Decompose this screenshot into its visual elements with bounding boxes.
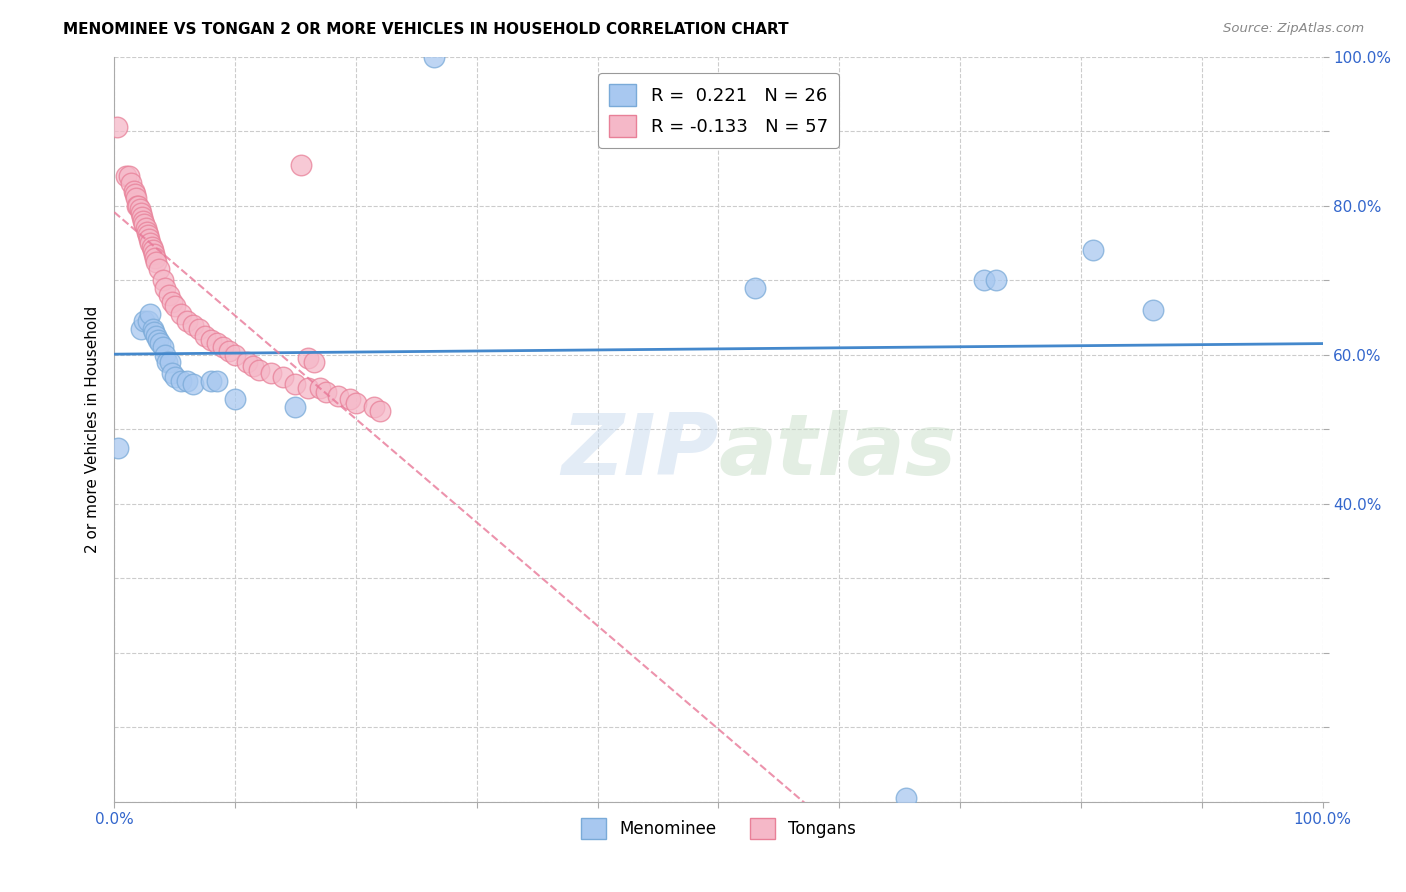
Point	[194, 329, 217, 343]
Point	[242, 359, 264, 373]
Point	[163, 299, 186, 313]
Point	[308, 381, 330, 395]
Point	[143, 326, 166, 340]
Point	[205, 336, 228, 351]
Point	[153, 280, 176, 294]
Point	[153, 348, 176, 362]
Point	[973, 273, 995, 287]
Point	[163, 370, 186, 384]
Point	[120, 177, 142, 191]
Point	[127, 199, 149, 213]
Point	[157, 288, 180, 302]
Point	[143, 251, 166, 265]
Point	[139, 235, 162, 250]
Point	[143, 247, 166, 261]
Point	[187, 321, 209, 335]
Point	[152, 340, 174, 354]
Point	[894, 790, 917, 805]
Text: Source: ZipAtlas.com: Source: ZipAtlas.com	[1223, 22, 1364, 36]
Point	[302, 355, 325, 369]
Point	[145, 254, 167, 268]
Point	[142, 244, 165, 258]
Point	[315, 384, 337, 399]
Point	[134, 314, 156, 328]
Point	[139, 307, 162, 321]
Point	[124, 187, 146, 202]
Point	[136, 314, 159, 328]
Point	[115, 169, 138, 183]
Legend: Menominee, Tongans: Menominee, Tongans	[574, 812, 862, 846]
Text: atlas: atlas	[718, 410, 956, 493]
Point	[146, 333, 169, 347]
Y-axis label: 2 or more Vehicles in Household: 2 or more Vehicles in Household	[86, 305, 100, 553]
Point	[136, 228, 159, 243]
Point	[134, 217, 156, 231]
Point	[138, 232, 160, 246]
Point	[135, 221, 157, 235]
Point	[218, 343, 240, 358]
Point	[135, 225, 157, 239]
Point	[200, 333, 222, 347]
Point	[224, 348, 246, 362]
Point	[260, 366, 283, 380]
Point	[169, 374, 191, 388]
Point	[169, 307, 191, 321]
Point	[176, 374, 198, 388]
Point	[149, 336, 172, 351]
Point	[986, 273, 1008, 287]
Point	[1142, 302, 1164, 317]
Point	[1081, 244, 1104, 258]
Point	[159, 355, 181, 369]
Point	[423, 50, 446, 64]
Point	[128, 202, 150, 217]
Point	[273, 370, 295, 384]
Point	[127, 199, 149, 213]
Point	[122, 184, 145, 198]
Point	[363, 400, 385, 414]
Point	[297, 381, 319, 395]
Point	[148, 262, 170, 277]
Point	[132, 213, 155, 227]
Text: MENOMINEE VS TONGAN 2 OR MORE VEHICLES IN HOUSEHOLD CORRELATION CHART: MENOMINEE VS TONGAN 2 OR MORE VEHICLES I…	[63, 22, 789, 37]
Point	[236, 355, 259, 369]
Point	[744, 280, 766, 294]
Point	[125, 191, 148, 205]
Point	[131, 210, 153, 224]
Point	[339, 392, 361, 407]
Point	[284, 377, 307, 392]
Point	[142, 321, 165, 335]
Point	[344, 396, 367, 410]
Point	[212, 340, 235, 354]
Point	[205, 374, 228, 388]
Point	[181, 318, 204, 332]
Point	[118, 169, 141, 183]
Point	[368, 403, 391, 417]
Point	[105, 120, 128, 135]
Point	[326, 389, 349, 403]
Point	[152, 273, 174, 287]
Point	[145, 329, 167, 343]
Text: ZIP: ZIP	[561, 410, 718, 493]
Point	[160, 295, 183, 310]
Point	[247, 362, 270, 376]
Point	[156, 355, 179, 369]
Point	[160, 366, 183, 380]
Point	[141, 239, 163, 253]
Point	[290, 158, 312, 172]
Point	[176, 314, 198, 328]
Point	[297, 351, 319, 366]
Point	[224, 392, 246, 407]
Point	[181, 377, 204, 392]
Point	[200, 374, 222, 388]
Point	[284, 400, 307, 414]
Point	[129, 321, 152, 335]
Point	[129, 206, 152, 220]
Point	[107, 441, 129, 455]
